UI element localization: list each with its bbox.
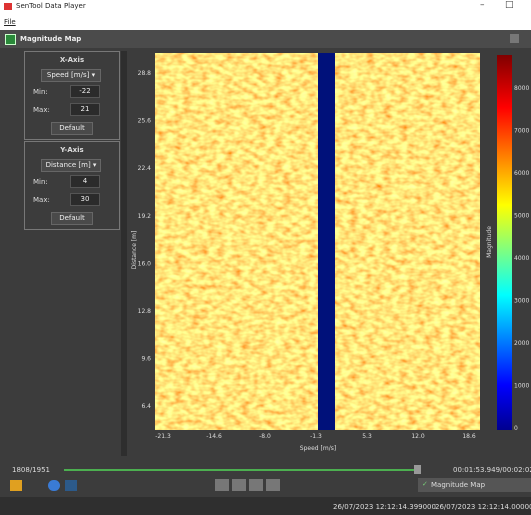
layer-name: Magnitude Map bbox=[431, 481, 485, 489]
cut-button[interactable] bbox=[65, 480, 77, 491]
timeline-slider[interactable] bbox=[64, 469, 420, 471]
status-end: 26/07/2023 12:12:14.000000 bbox=[435, 503, 531, 511]
time-display: 00:01:53.949/00:02:02.0 bbox=[453, 466, 531, 474]
x-tick-label: 12.0 bbox=[411, 433, 425, 440]
x-tick-label: 18.6 bbox=[462, 433, 476, 440]
colorbar-tick-label: 1000 bbox=[514, 383, 529, 390]
y-tick-label: 12.8 bbox=[138, 308, 152, 315]
colorbar-tick-label: 4000 bbox=[514, 255, 529, 262]
colorbar-tick-label: 8000 bbox=[514, 85, 529, 92]
y-tick-label: 28.8 bbox=[138, 70, 152, 77]
colorbar-label: Magnitude bbox=[486, 226, 493, 258]
frame-counter: 1808/1951 bbox=[12, 466, 50, 474]
x-tick-label: 5.3 bbox=[362, 433, 372, 440]
colorbar-tick-label: 3000 bbox=[514, 298, 529, 305]
y-tick-label: 6.4 bbox=[141, 403, 151, 410]
colorbar-tick-label: 7000 bbox=[514, 128, 529, 135]
prev-button[interactable] bbox=[215, 479, 229, 491]
page: SenTool Data Player – □ File Magnitude M… bbox=[0, 0, 531, 515]
x-tick-label: -8.0 bbox=[259, 433, 271, 440]
y-tick-label: 22.4 bbox=[138, 165, 152, 172]
heatmap-stripe bbox=[318, 53, 335, 430]
open-button[interactable] bbox=[10, 480, 22, 491]
slider-handle[interactable] bbox=[414, 465, 421, 474]
colorbar bbox=[497, 55, 512, 430]
colorbar-tick-label: 6000 bbox=[514, 170, 529, 177]
x-tick-label: -1.3 bbox=[310, 433, 322, 440]
y-tick-label: 9.6 bbox=[141, 356, 151, 363]
x-tick-label: -21.3 bbox=[155, 433, 171, 440]
info-button[interactable] bbox=[48, 480, 60, 491]
x-tick-label: -14.6 bbox=[206, 433, 222, 440]
stop-button[interactable] bbox=[249, 479, 263, 491]
y-tick-label: 16.0 bbox=[138, 260, 152, 267]
next-button[interactable] bbox=[266, 479, 280, 491]
checkmark: ✓ bbox=[422, 480, 428, 488]
app-window: SenTool Data Player – □ File Magnitude M… bbox=[0, 0, 531, 515]
colorbar-tick-label: 2000 bbox=[514, 340, 529, 347]
layer-toggle[interactable]: ✓ Magnitude Map bbox=[418, 478, 531, 492]
play-button[interactable] bbox=[232, 479, 246, 491]
y-tick-label: 19.2 bbox=[138, 213, 152, 220]
heatmap bbox=[155, 53, 480, 430]
y-tick-label: 25.6 bbox=[138, 118, 152, 125]
status-bar: 26/07/2023 12:12:14.399000 26/07/2023 12… bbox=[0, 497, 531, 515]
status-start: 26/07/2023 12:12:14.399000 bbox=[333, 503, 436, 511]
colorbar-tick-label: 5000 bbox=[514, 213, 529, 220]
colorbar-tick-label: 0 bbox=[514, 425, 518, 432]
magnitude-plot: Distance [m] Speed [m/s] Magnitude -21.3… bbox=[0, 0, 531, 460]
x-axis-label: Speed [m/s] bbox=[300, 445, 336, 452]
